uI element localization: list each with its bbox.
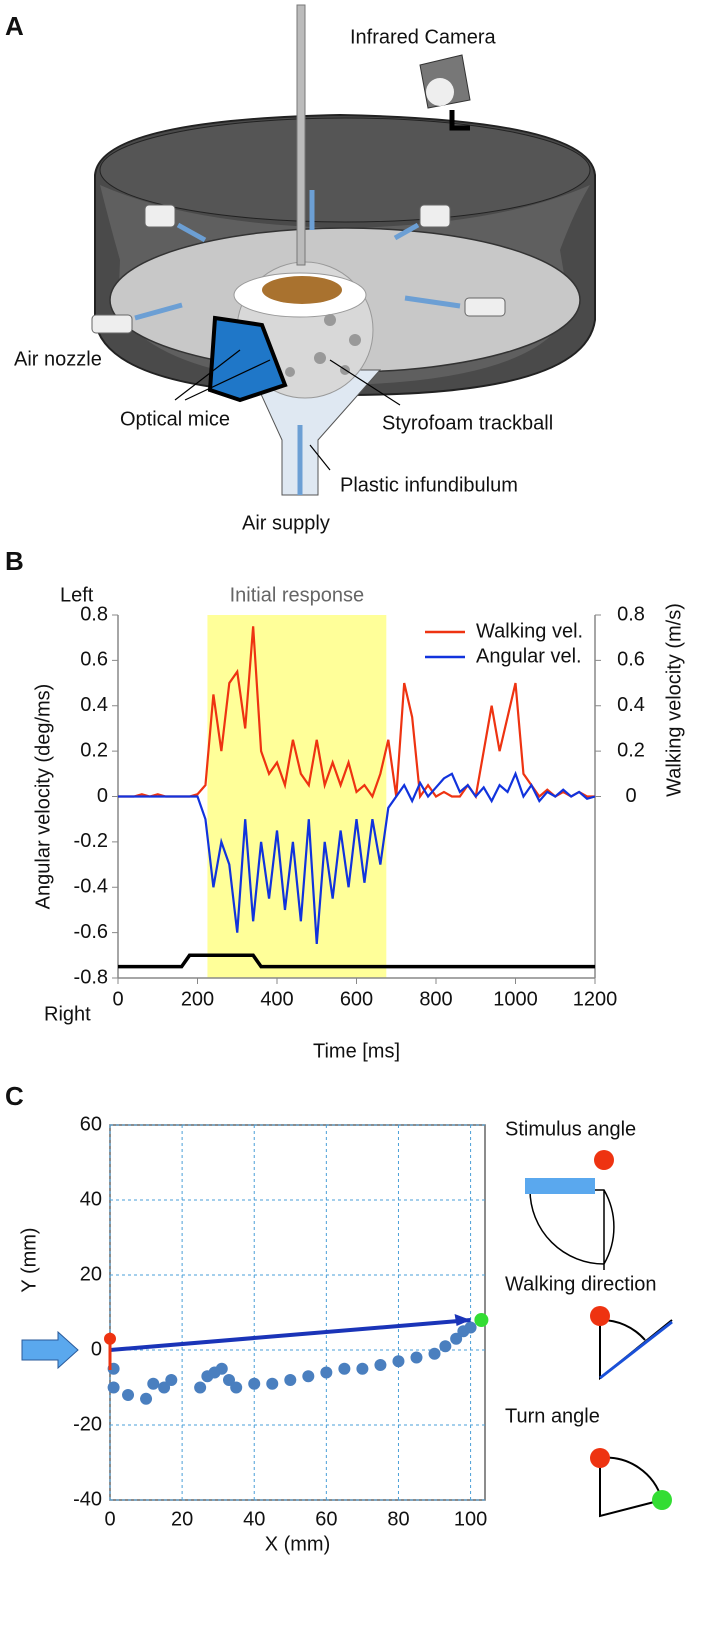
trajectory-point — [165, 1374, 178, 1386]
trajectory-point — [266, 1377, 279, 1390]
side-label: Stimulus angle — [505, 1118, 636, 1140]
schematic — [599, 1456, 663, 1518]
callout-label: Plastic infundibulum — [340, 474, 518, 496]
trajectory-point — [230, 1381, 243, 1394]
x-tick-label: 100 — [454, 1508, 487, 1530]
apparatus — [91, 4, 596, 496]
schematic-head — [594, 1150, 614, 1170]
x-tick-label: 1000 — [493, 988, 538, 1010]
trajectory-point — [107, 1381, 120, 1394]
schematic-arrow — [525, 1178, 595, 1194]
heading-vector — [109, 1318, 471, 1352]
arrowhead — [454, 1314, 471, 1326]
side-label: Walking direction — [505, 1273, 657, 1295]
trajectory-point — [410, 1351, 423, 1364]
x-tick-label: 0 — [112, 988, 123, 1010]
schematic-vector — [599, 1320, 673, 1380]
x-axis-title: Time [ms] — [313, 1040, 400, 1062]
y-tick-label: -20 — [73, 1413, 102, 1435]
y-tick-label: 0.2 — [80, 739, 108, 761]
x-tick-label: 40 — [243, 1508, 265, 1530]
x-tick-label: 0 — [104, 1508, 115, 1530]
y-tick-label: 0.4 — [80, 694, 108, 716]
x-axis-title: X (mm) — [265, 1533, 331, 1555]
x-tick-label: 600 — [340, 988, 373, 1010]
x-tick-label: 80 — [387, 1508, 409, 1530]
trajectory-point — [439, 1340, 452, 1353]
stimulus-arrow — [21, 1330, 79, 1370]
trajectory-point — [320, 1366, 333, 1379]
y-tick-label: 20 — [80, 1263, 102, 1285]
x-tick-label: 20 — [171, 1508, 193, 1530]
y-tick-label: 40 — [80, 1188, 102, 1210]
y2-tick-label: 0 — [625, 785, 636, 807]
y-axis-title: Angular velocity (deg/ms) — [32, 684, 54, 910]
y-tick-label: -0.6 — [74, 921, 108, 943]
legend-label: Walking vel. — [476, 620, 583, 642]
y2-tick-label: 0.8 — [617, 603, 645, 625]
side-label: Turn angle — [505, 1405, 600, 1427]
trajectory-point — [284, 1374, 297, 1386]
y-tick-label: 60 — [80, 1113, 102, 1135]
trajectory-point — [140, 1392, 153, 1405]
callout-label: Styrofoam trackball — [382, 412, 553, 434]
y-tick-label: -0.8 — [74, 966, 108, 988]
y2-axis-title: Walking velocity (m/s) — [663, 603, 685, 797]
trajectory-point — [356, 1362, 369, 1375]
y2-tick-label: 0.6 — [617, 649, 645, 671]
x-tick-label: 60 — [315, 1508, 337, 1530]
y-tick-label: 0.8 — [80, 603, 108, 625]
highlight-region — [207, 615, 387, 978]
series-line — [118, 626, 595, 800]
y2-tick-label: 0.4 — [617, 694, 645, 716]
schematic — [529, 1189, 615, 1270]
start-point — [104, 1332, 116, 1345]
x-tick-label: 800 — [419, 988, 452, 1010]
panel-label: B — [5, 546, 24, 576]
trajectory-point — [215, 1362, 228, 1375]
trajectory-point — [158, 1381, 171, 1394]
y-tick-label: 0.6 — [80, 649, 108, 671]
end-point — [474, 1313, 489, 1327]
y-axis-title: Y (mm) — [18, 1227, 40, 1292]
axis-note: Left — [60, 584, 94, 606]
trajectory-point — [147, 1377, 160, 1390]
stimulus-trace — [118, 953, 595, 969]
y-tick-label: 0 — [91, 1338, 102, 1360]
trajectory-point — [464, 1321, 477, 1334]
trajectory-point — [428, 1347, 441, 1360]
trajectory-point — [338, 1362, 351, 1375]
plot-area — [109, 1124, 486, 1501]
x-tick-label: 1200 — [573, 988, 618, 1010]
y-tick-label: -0.2 — [74, 830, 108, 852]
x-tick-label: 400 — [260, 988, 293, 1010]
legend-label: Angular vel. — [476, 645, 582, 667]
y2-tick-label: 0.2 — [617, 739, 645, 761]
trajectory-point — [122, 1389, 135, 1401]
trajectory-point — [392, 1355, 405, 1368]
series-line — [118, 770, 596, 945]
callout-label: Infrared Camera — [350, 26, 496, 48]
y-tick-label: 0 — [97, 785, 108, 807]
schematic-head — [590, 1448, 610, 1468]
y-tick-label: -0.4 — [74, 876, 108, 898]
axis-note: Right — [44, 1003, 91, 1025]
trajectory-point — [194, 1381, 207, 1394]
schematic-head — [590, 1306, 610, 1326]
trajectory-point — [450, 1332, 463, 1345]
callout-label: Air nozzle — [14, 348, 102, 370]
callout-label: Optical mice — [120, 408, 230, 430]
y-tick-label: -40 — [73, 1488, 102, 1510]
trajectory-point — [248, 1377, 261, 1390]
panel-label: C — [5, 1081, 24, 1111]
panel-label: A — [5, 11, 24, 41]
schematic-end — [652, 1490, 672, 1510]
trajectory-point — [374, 1359, 387, 1371]
callout-label: Air supply — [242, 512, 330, 534]
highlight-label: Initial response — [230, 584, 365, 606]
trajectory-point — [222, 1374, 235, 1386]
trajectory-point — [302, 1370, 315, 1383]
x-tick-label: 200 — [181, 988, 214, 1010]
